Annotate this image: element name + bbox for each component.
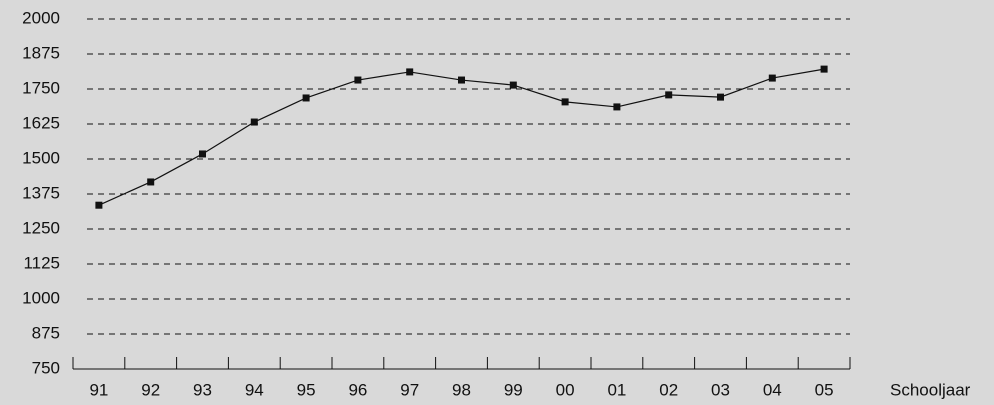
x-tick-label: 93 xyxy=(193,380,212,399)
marker xyxy=(95,201,103,209)
x-tick-label: 05 xyxy=(815,380,834,399)
marker xyxy=(768,74,776,82)
marker xyxy=(302,94,310,102)
marker xyxy=(509,81,517,89)
marker xyxy=(561,98,569,106)
x-tick-label: 99 xyxy=(504,380,523,399)
x-tick-label: 96 xyxy=(348,380,367,399)
x-tick-label: 02 xyxy=(659,380,678,399)
x-tick-label: 98 xyxy=(452,380,471,399)
y-tick-label: 1000 xyxy=(22,288,60,307)
y-tick-label: 750 xyxy=(32,358,60,377)
y-tick-label: 1625 xyxy=(22,113,60,132)
y-tick-label: 1500 xyxy=(22,148,60,167)
marker xyxy=(354,76,362,84)
x-tick-label: 97 xyxy=(400,380,419,399)
x-tick-label: 91 xyxy=(89,380,108,399)
marker xyxy=(665,91,673,99)
x-tick-label: 01 xyxy=(607,380,626,399)
marker xyxy=(458,76,465,84)
y-tick-label: 1125 xyxy=(23,253,60,272)
x-axis-label: Schooljaar xyxy=(890,380,971,399)
marker xyxy=(250,118,258,126)
marker xyxy=(147,178,155,186)
marker xyxy=(199,150,206,158)
marker xyxy=(613,103,621,111)
y-tick-label: 1875 xyxy=(22,43,60,62)
x-tick-label: 92 xyxy=(141,380,160,399)
y-tick-label: 2000 xyxy=(22,8,60,27)
marker xyxy=(406,68,414,76)
x-tick-label: 04 xyxy=(763,380,782,399)
x-tick-label: 03 xyxy=(711,380,730,399)
x-tick-label: 94 xyxy=(245,380,264,399)
marker xyxy=(717,93,724,101)
y-tick-label: 1375 xyxy=(22,183,60,202)
y-tick-label: 1250 xyxy=(22,218,60,237)
marker xyxy=(820,65,828,73)
x-tick-label: 95 xyxy=(297,380,316,399)
y-tick-label: 875 xyxy=(32,323,60,342)
x-tick-label: 00 xyxy=(556,380,575,399)
y-tick-label: 1750 xyxy=(22,78,60,97)
